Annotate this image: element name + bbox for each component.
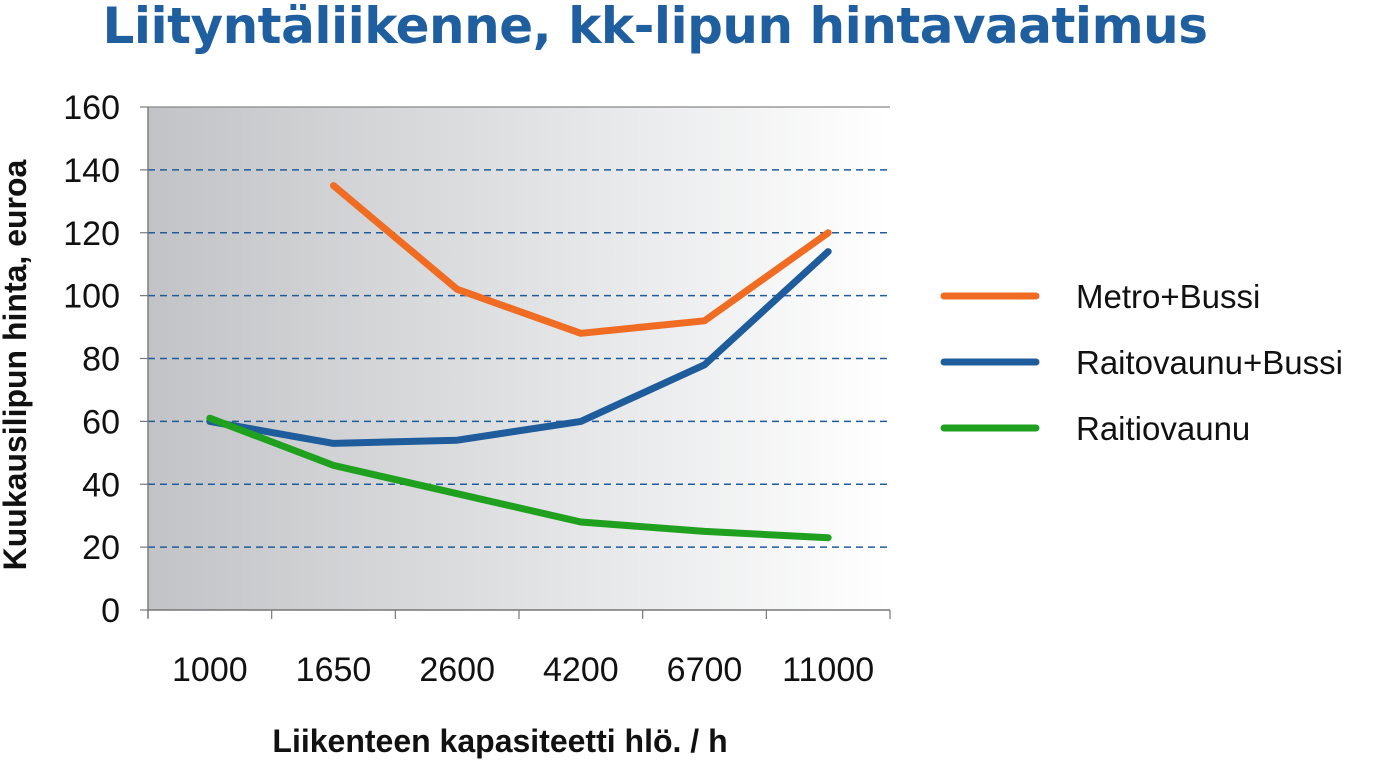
chart-title: Liityntäliikenne, kk-lipun hintavaatimus	[102, 0, 1208, 55]
x-axis-title: Liikenteen kapasiteetti hlö. / h	[272, 723, 727, 759]
legend-label: Raitiovaunu	[1076, 410, 1250, 447]
x-tick-label: 6700	[667, 651, 743, 689]
y-tick-label: 80	[82, 341, 120, 379]
y-tick-label: 60	[82, 403, 120, 441]
series-line-2	[206, 248, 832, 447]
y-tick-label: 40	[82, 466, 120, 504]
legend-label: Raitovaunu+Bussi	[1076, 344, 1343, 381]
x-tick-label: 4200	[543, 651, 619, 689]
series-line-3	[206, 414, 832, 542]
y-tick-label: 140	[63, 152, 120, 190]
series-line-1	[330, 182, 832, 337]
x-tick-label: 11000	[782, 651, 874, 689]
y-tick-label: 160	[63, 89, 120, 127]
x-tick-label: 2600	[419, 651, 495, 689]
y-axis-title: Kuukausilipun hinta, euroa	[0, 159, 33, 570]
y-tick-label: 100	[63, 278, 120, 316]
y-tick-label: 20	[82, 529, 120, 567]
x-tick-label: 1650	[296, 651, 372, 689]
y-tick-label: 0	[101, 592, 120, 630]
legend-label: Metro+Bussi	[1076, 278, 1260, 315]
y-tick-label: 120	[63, 215, 120, 253]
x-tick-label: 1000	[172, 651, 248, 689]
